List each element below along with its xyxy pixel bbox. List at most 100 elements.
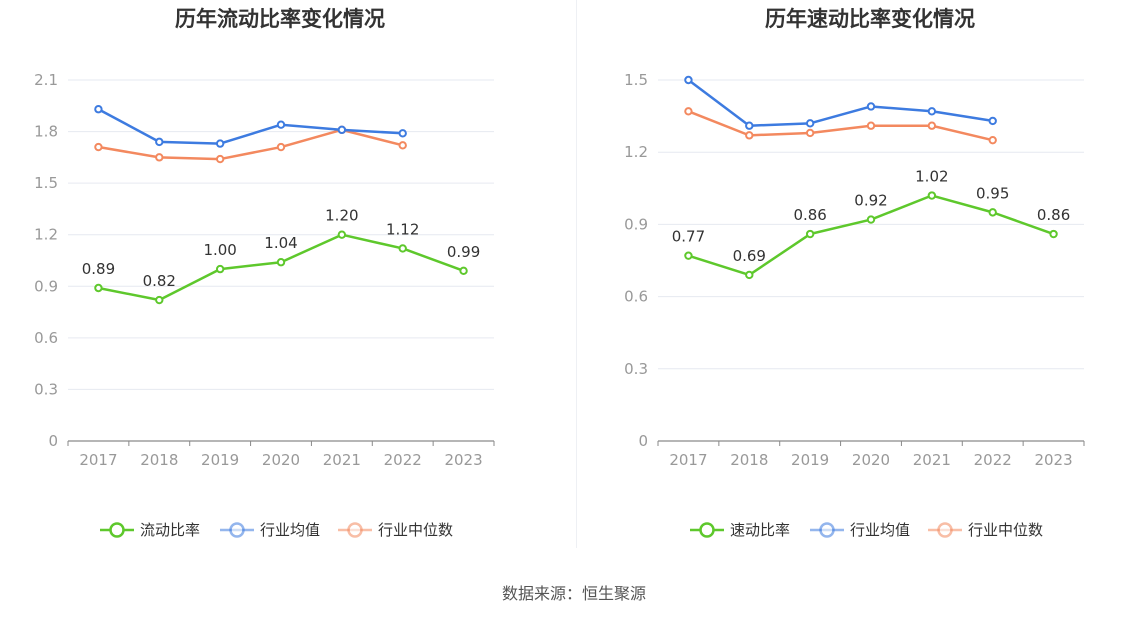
- data-point: [684, 107, 693, 116]
- data-point: [94, 105, 103, 114]
- data-point: [745, 121, 754, 130]
- legend-marker-icon: [937, 522, 953, 538]
- data-label: 0.92: [854, 192, 887, 210]
- x-tick-label: 2022: [974, 451, 1012, 469]
- y-tick-label: 1.8: [34, 123, 58, 141]
- data-label: 1.02: [915, 168, 948, 186]
- data-label: 1.12: [386, 220, 419, 238]
- data-point: [805, 128, 815, 138]
- y-tick-label: 1.2: [34, 226, 58, 244]
- data-point: [866, 215, 876, 224]
- data-label: 0.99: [447, 243, 480, 261]
- chart-1: 历年流动比率变化情况 0 0.3 0.6 0.9 1.2 1.5 1.8 2.1 2017 2018…: [34, 7, 495, 539]
- data-point: [745, 131, 754, 140]
- x-tick-label: 2019: [791, 451, 829, 469]
- chart-title: 历年速动比率变化情况: [765, 7, 975, 31]
- data-label: 0.86: [1037, 206, 1070, 224]
- legend-label: 流动比率: [140, 521, 200, 539]
- data-label: 1.00: [203, 241, 236, 259]
- y-tick-label: 1.2: [624, 143, 648, 161]
- data-point: [215, 264, 225, 274]
- data-point: [337, 230, 347, 239]
- legend-item-3: 行业中位数: [928, 521, 1043, 539]
- y-tick-label: 0.3: [34, 380, 58, 398]
- y-tick-label: 0: [638, 432, 648, 450]
- data-point: [745, 270, 754, 280]
- x-tick-label: 2017: [79, 451, 117, 469]
- x-tick-label: 2022: [384, 451, 422, 469]
- data-point: [398, 244, 407, 253]
- data-point: [155, 137, 164, 147]
- legend-marker-icon: [699, 522, 715, 538]
- data-point: [276, 142, 286, 152]
- y-tick-label: 0.6: [34, 329, 58, 347]
- data-point: [155, 153, 164, 162]
- x-tick-label: 2021: [323, 451, 361, 469]
- x-tick-label: 2019: [201, 451, 239, 469]
- data-label: 0.77: [672, 228, 705, 246]
- chart-2: 历年速动比率变化情况 0 0.3 0.6 0.9 1.2 1.5 2017 2018 2019 20…: [624, 7, 1085, 539]
- x-tick-label: 2020: [852, 451, 890, 469]
- data-point: [459, 266, 468, 276]
- legend-item-1: 速动比率: [690, 521, 790, 539]
- x-tick-label: 2017: [669, 451, 707, 469]
- chart-divider: [576, 0, 577, 548]
- data-point: [276, 120, 286, 129]
- data-point: [398, 129, 407, 138]
- data-point: [215, 139, 225, 148]
- legend-marker-icon: [347, 522, 363, 538]
- data-point: [276, 258, 286, 267]
- data-label: 0.69: [733, 247, 766, 265]
- data-point: [805, 229, 815, 239]
- data-point: [155, 295, 164, 305]
- data-label: 0.82: [143, 272, 176, 290]
- data-point: [94, 283, 103, 293]
- y-tick-label: 0: [48, 432, 58, 450]
- series-line-3: [98, 128, 404, 161]
- legend-item-2: 行业均值: [810, 521, 910, 539]
- data-point: [1049, 229, 1058, 239]
- data-point: [927, 121, 937, 130]
- data-point: [866, 102, 876, 111]
- x-tick-label: 2023: [444, 451, 482, 469]
- legend-item-2: 行业均值: [220, 521, 320, 539]
- data-point: [398, 141, 407, 150]
- charts-canvas: 历年流动比率变化情况 0 0.3 0.6 0.9 1.2 1.5 1.8 2.1 2017 2018…: [34, 7, 1085, 539]
- data-label: 1.04: [264, 234, 297, 252]
- y-tick-label: 0.9: [624, 215, 648, 233]
- data-label: 0.89: [82, 260, 115, 278]
- legend-label: 行业均值: [260, 521, 320, 539]
- data-point: [988, 135, 997, 145]
- data-label: 1.20: [325, 207, 358, 225]
- x-tick-label: 2020: [262, 451, 300, 469]
- y-tick-label: 0.9: [34, 277, 58, 295]
- chart-title: 历年流动比率变化情况: [175, 7, 385, 31]
- series-line-2: [687, 79, 993, 127]
- x-tick-label: 2023: [1034, 451, 1072, 469]
- data-source: 数据来源：恒生聚源: [501, 584, 646, 603]
- y-tick-label: 1.5: [34, 174, 58, 192]
- legend-label: 行业中位数: [378, 521, 453, 539]
- data-point: [805, 119, 815, 128]
- x-tick-label: 2021: [913, 451, 951, 469]
- series-line-3: [687, 110, 994, 142]
- x-tick-label: 2018: [730, 451, 768, 469]
- data-label: 0.86: [793, 206, 826, 224]
- x-tick-label: 2018: [140, 451, 178, 469]
- y-tick-label: 0.3: [624, 360, 648, 378]
- legend-item-1: 流动比率: [100, 521, 200, 539]
- y-tick-label: 0.6: [624, 288, 648, 306]
- data-point: [94, 142, 103, 152]
- data-point: [684, 75, 693, 85]
- series-line-2: [97, 108, 403, 145]
- legend-label: 速动比率: [730, 521, 790, 539]
- data-point: [337, 125, 347, 135]
- data-point: [866, 121, 876, 130]
- data-point: [927, 191, 937, 200]
- data-label: 0.95: [976, 184, 1009, 202]
- y-tick-label: 2.1: [34, 71, 58, 89]
- legend-label: 行业均值: [850, 521, 910, 539]
- data-point: [988, 208, 997, 217]
- y-tick-label: 1.5: [624, 71, 648, 89]
- data-point: [927, 107, 937, 116]
